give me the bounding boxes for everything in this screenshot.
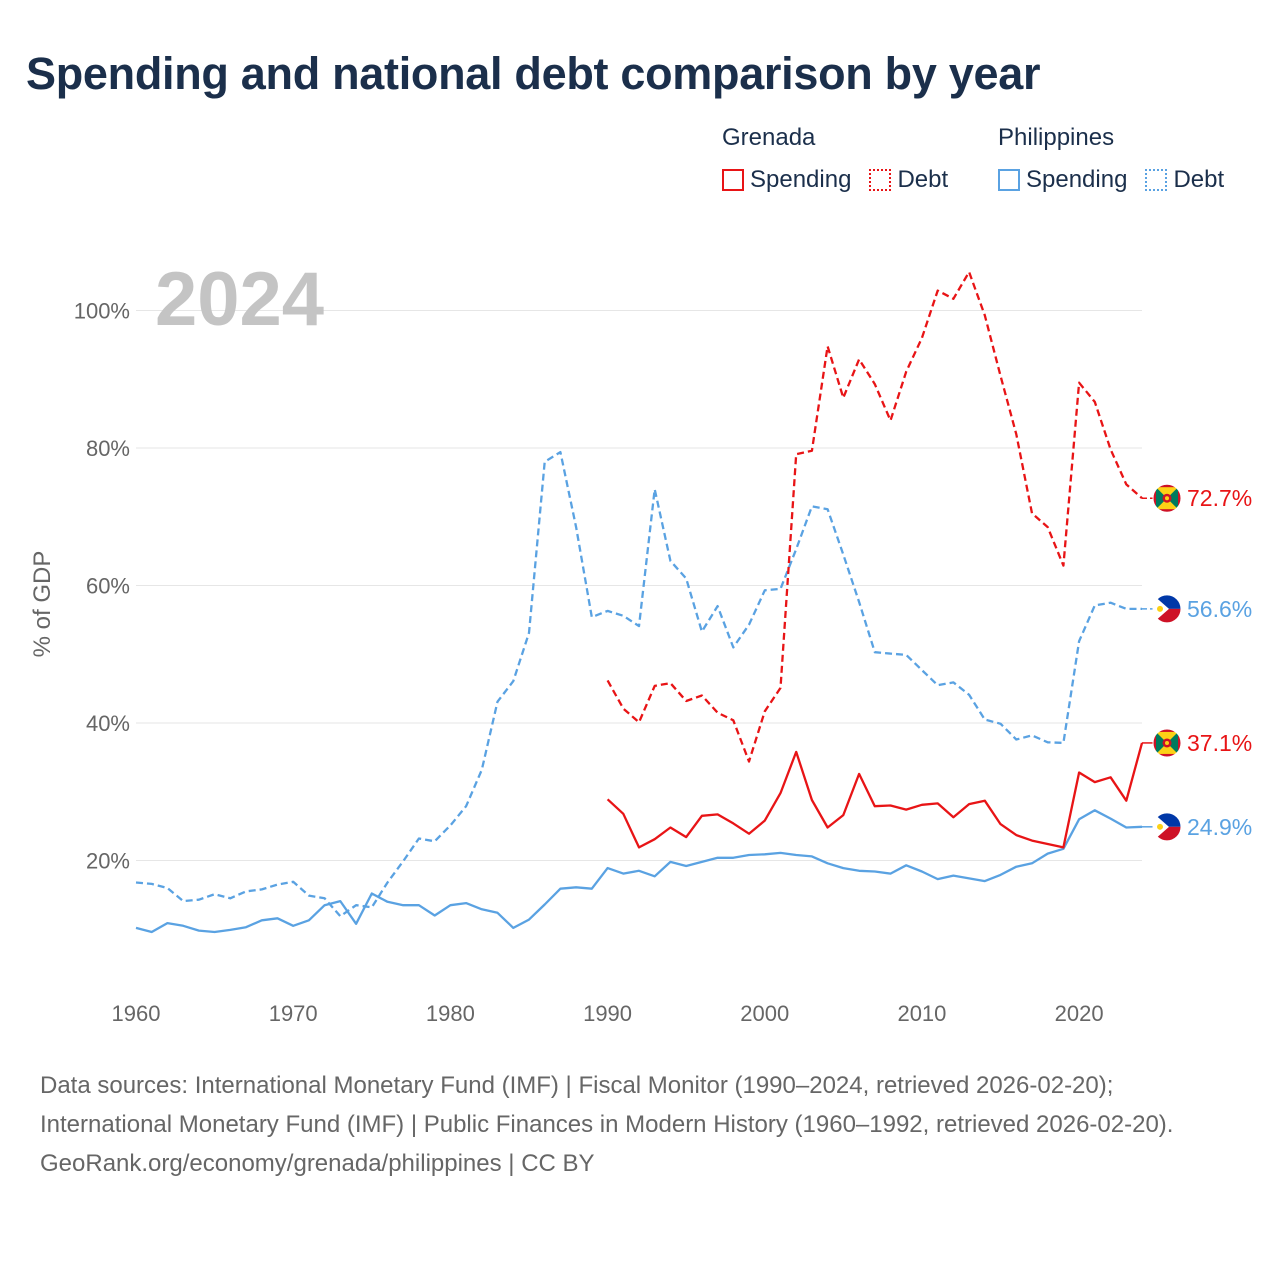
x-tick-label: 1970 <box>269 1001 318 1026</box>
y-axis-title: % of GDP <box>29 551 56 658</box>
flag-outline <box>1152 812 1182 842</box>
axes: 20% 40% 60% 80% 100% 1960 1970 1980 1990 2000 2010… <box>74 299 1104 1027</box>
x-tick-label: 1960 <box>112 1001 161 1026</box>
legend-group-grenada: Grenada Spending Debt <box>722 124 948 194</box>
grenada-flag-icon <box>1152 483 1182 513</box>
data-sources-text: Data sources: International Monetary Fun… <box>40 1072 1174 1138</box>
legend-swatch-solid <box>722 169 744 191</box>
end-value-label: 24.9% <box>1187 814 1252 840</box>
flag-center-star <box>1165 740 1169 745</box>
credit-text[interactable]: GeoRank.org/economy/grenada/philippines … <box>40 1150 595 1177</box>
end-marker-grenada-spending: 37.1% <box>1142 728 1252 758</box>
flag-body <box>1153 812 1181 841</box>
end-marker-philippines-spending: 24.9% <box>1142 812 1252 842</box>
x-tick-label: 1990 <box>583 1001 632 1026</box>
legend-item-label: Debt <box>1173 166 1225 193</box>
end-value-label: 72.7% <box>1187 485 1252 511</box>
y-tick-label: 20% <box>86 849 130 874</box>
flag-body <box>1153 484 1181 513</box>
y-tick-label: 60% <box>86 574 130 599</box>
series-line-philippines-debt <box>135 450 1142 918</box>
flag-triangle-right <box>1167 731 1178 754</box>
end-value-label: 56.6% <box>1187 596 1252 622</box>
end-value-label: 37.1% <box>1187 730 1252 756</box>
legend-item-label: Debt <box>897 166 949 193</box>
flag-outline <box>1152 594 1182 624</box>
flag-sun <box>1157 605 1163 612</box>
legend-item-label: Spending <box>1026 166 1128 193</box>
x-tick-label: 1980 <box>426 1001 475 1026</box>
legend-item-grenada-debt[interactable]: Debt <box>869 166 948 194</box>
philippines-flag-icon <box>1152 594 1182 624</box>
series-line-philippines-spending <box>135 809 1143 934</box>
legend-item-grenada-spending[interactable]: Spending <box>722 166 851 194</box>
y-tick-label: 40% <box>86 711 130 736</box>
legend-swatch-dotted <box>1145 169 1168 191</box>
y-tick-label: 80% <box>86 436 130 461</box>
end-markers: 56.6% 24.9% 72.7% 37.1% <box>1142 483 1252 842</box>
legend-group-name: Grenada <box>722 124 816 151</box>
end-marker-grenada-debt: 72.7% <box>1142 483 1252 513</box>
flag-outline <box>1152 728 1182 758</box>
flag-sun <box>1157 823 1163 830</box>
year-watermark: 2024 <box>155 257 324 342</box>
legend-swatch-solid <box>998 169 1020 191</box>
flag-triangle-right <box>1167 487 1178 510</box>
footer: Data sources: International Monetary Fun… <box>40 1066 1240 1183</box>
legend-item-philippines-spending[interactable]: Spending <box>998 166 1127 194</box>
series-lines <box>135 270 1144 934</box>
flag-body <box>1153 728 1181 757</box>
end-marker-philippines-debt: 56.6% <box>1142 594 1252 624</box>
legend-item-philippines-debt[interactable]: Debt <box>1145 166 1224 194</box>
flag-triangle-left <box>1156 487 1167 510</box>
legend-group-philippines: Philippines Spending Debt <box>998 124 1224 194</box>
grenada-flag-icon <box>1152 728 1182 758</box>
flag-triangle-left <box>1156 731 1167 754</box>
gridlines <box>136 310 1142 861</box>
legend-swatch-dotted <box>869 169 892 191</box>
series-line-grenada-debt <box>606 270 1143 763</box>
chart-title: Spending and national debt comparison by… <box>26 48 1041 99</box>
x-tick-label: 2000 <box>740 1001 789 1026</box>
flag-body <box>1153 594 1181 623</box>
legend-item-label: Spending <box>750 166 852 193</box>
series-line-grenada-spending <box>606 742 1144 849</box>
x-tick-label: 2020 <box>1055 1001 1104 1026</box>
legend-group-name: Philippines <box>998 124 1115 151</box>
y-tick-label: 100% <box>74 299 130 324</box>
flag-outline <box>1152 483 1182 513</box>
philippines-flag-icon <box>1152 812 1182 842</box>
x-tick-label: 2010 <box>897 1001 946 1026</box>
line-chart: 2024 20% 40% 60% 80% 100% 1960 1970 1980 1990 200… <box>29 257 1252 1027</box>
flag-center-star <box>1165 496 1169 501</box>
